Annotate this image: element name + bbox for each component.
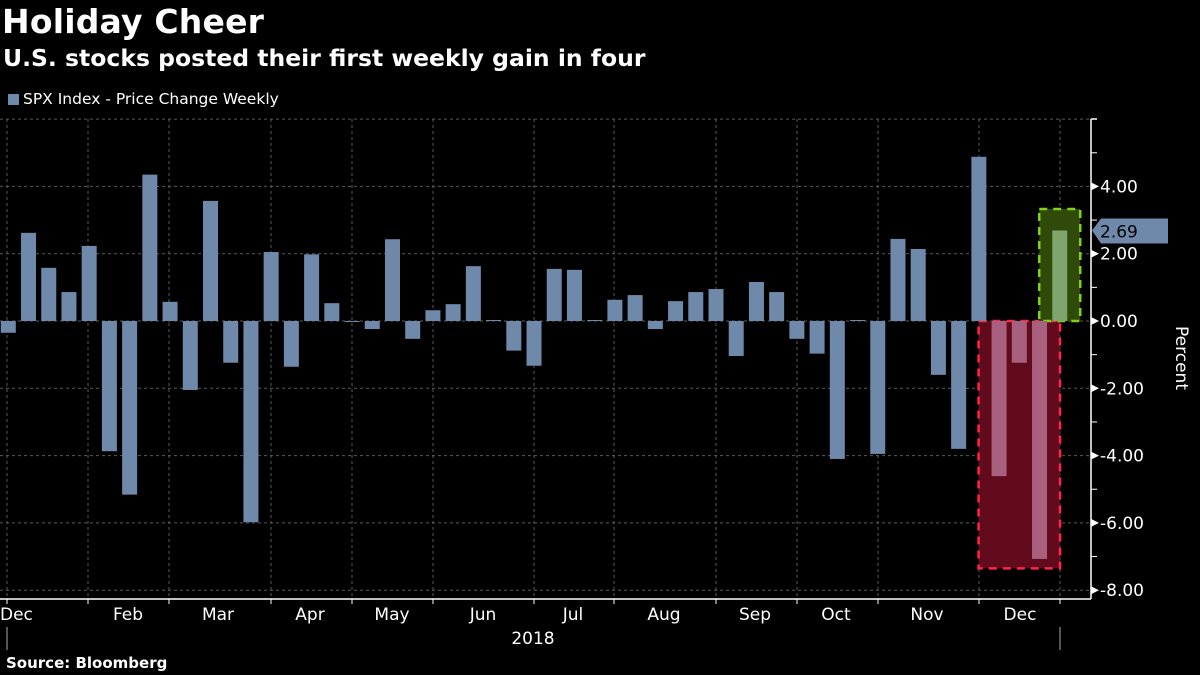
x-axis-labels: Dec Feb Mar Apr May Jun Jul Aug Sep Oct Nov Dec	[0, 605, 1036, 625]
bar	[445, 304, 461, 321]
bar	[425, 310, 441, 321]
bar	[61, 292, 77, 321]
bar	[142, 174, 158, 321]
bar	[971, 156, 987, 321]
bar	[283, 321, 299, 367]
bar	[81, 245, 97, 321]
y-axis-label: Percent	[1171, 326, 1191, 390]
bar	[647, 321, 663, 330]
bar	[203, 200, 218, 321]
bar	[364, 321, 380, 330]
axes	[0, 118, 1097, 650]
legend-swatch	[8, 93, 19, 105]
x-year-label: 2018	[511, 629, 554, 649]
y-tick-label: 0.00	[1100, 312, 1138, 332]
bar	[0, 321, 16, 333]
bar	[506, 321, 522, 351]
y-tick-marker	[1091, 317, 1099, 325]
bar	[587, 319, 603, 321]
y-tick-marker	[1091, 384, 1099, 393]
y-tick-marker	[1091, 182, 1099, 191]
y-tick-label: -8.00	[1100, 581, 1144, 601]
bar	[627, 295, 643, 321]
x-month-label: Oct	[821, 605, 851, 625]
x-month-label: Dec	[0, 605, 33, 625]
bar	[243, 321, 259, 523]
bar	[304, 254, 320, 321]
bar	[263, 252, 279, 321]
bar	[668, 301, 684, 321]
y-tick-marker	[1091, 249, 1099, 258]
bar	[41, 267, 57, 321]
bar	[486, 319, 502, 321]
bar	[688, 292, 704, 321]
bar	[870, 321, 886, 454]
bar	[1052, 230, 1068, 321]
last-value-label-text: 2.69	[1100, 222, 1138, 242]
bar	[566, 269, 582, 321]
x-month-label: Feb	[113, 605, 143, 625]
bar	[526, 321, 542, 366]
chart-title: Holiday Cheer	[2, 2, 265, 41]
bar	[991, 321, 1007, 477]
bar	[829, 321, 845, 459]
bar	[728, 321, 744, 356]
legend-label: SPX Index - Price Change Weekly	[23, 90, 279, 108]
y-tick-label: -4.00	[1100, 447, 1144, 467]
y-tick-marker	[1091, 586, 1099, 595]
bar	[789, 321, 805, 339]
bar	[405, 321, 421, 339]
x-month-label: Dec	[1004, 605, 1037, 625]
bar	[1032, 321, 1048, 559]
x-month-label: Sep	[739, 605, 771, 625]
y-tick-marker	[1091, 451, 1099, 460]
bar	[890, 238, 906, 321]
bar	[384, 239, 400, 321]
last-value-label: 2.69	[1092, 218, 1168, 244]
x-month-label: Aug	[647, 605, 680, 625]
source-note: Source: Bloomberg	[6, 654, 168, 672]
bar	[748, 281, 764, 321]
bar	[223, 321, 239, 363]
bar	[769, 292, 785, 321]
bar	[607, 299, 623, 321]
y-tick-label: 4.00	[1100, 177, 1138, 197]
x-month-label: Nov	[910, 605, 943, 625]
x-month-label: Jun	[469, 605, 497, 625]
chart-subtitle: U.S. stocks posted their first weekly ga…	[3, 44, 646, 72]
x-month-label: May	[374, 605, 409, 625]
bar	[162, 301, 178, 321]
x-month-label: Mar	[202, 605, 234, 625]
bar	[344, 321, 360, 323]
bar	[1011, 321, 1027, 363]
bar	[708, 289, 724, 321]
last-value-label-bg	[1092, 218, 1168, 244]
x-month-label: Jul	[562, 605, 584, 625]
y-tick-marker	[1091, 518, 1099, 527]
bar	[465, 266, 481, 321]
bar	[122, 321, 138, 495]
x-month-label: Apr	[295, 605, 324, 625]
y-tick-label: -2.00	[1100, 379, 1144, 399]
gridlines	[0, 118, 1091, 599]
y-tick-label: -6.00	[1100, 514, 1144, 534]
legend: SPX Index - Price Change Weekly	[8, 90, 279, 108]
bar	[324, 303, 340, 321]
bar	[850, 319, 866, 321]
bar	[101, 321, 117, 452]
bar	[546, 268, 562, 321]
bar	[21, 232, 37, 321]
bar	[910, 248, 926, 321]
bars	[0, 156, 1068, 559]
y-tick-label: 2.00	[1100, 245, 1138, 265]
y-axis-ticks: 4.00 2.00 0.00 -2.00 -4.00 -6.00 -8.00	[1091, 177, 1144, 601]
bar	[930, 321, 946, 375]
bar	[182, 321, 198, 390]
bar	[809, 321, 825, 354]
bar	[951, 321, 967, 449]
